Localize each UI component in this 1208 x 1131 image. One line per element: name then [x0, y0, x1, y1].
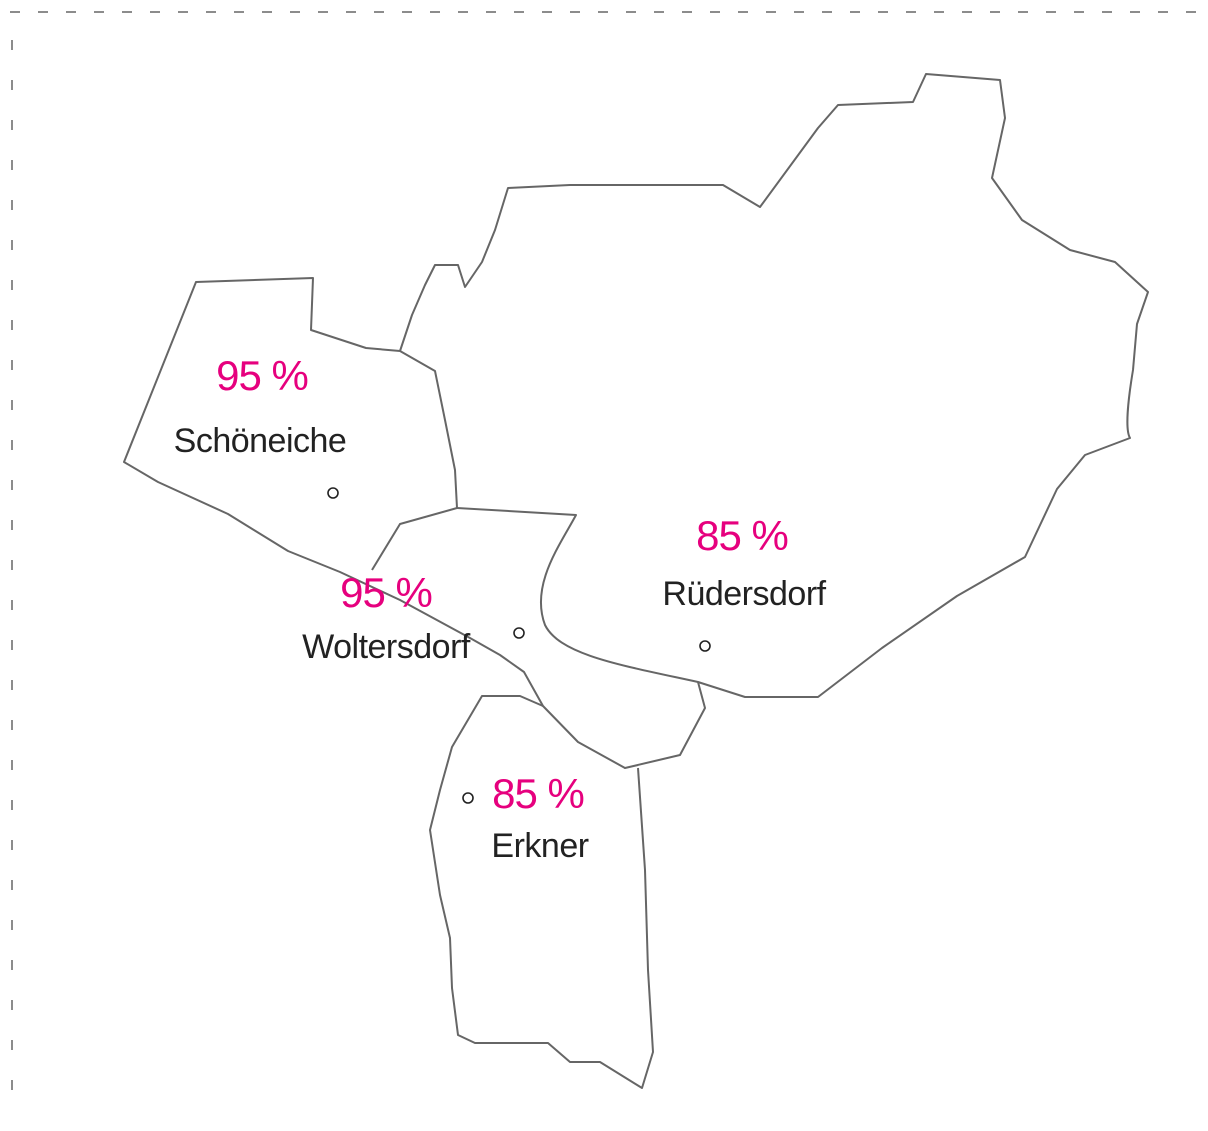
town-name: Schöneiche [174, 422, 347, 460]
border [399, 73, 1149, 698]
border [429, 695, 654, 1089]
town-name: Erkner [491, 827, 588, 865]
town-dot [462, 792, 474, 804]
town-dot [327, 487, 339, 499]
town-name: Rüdersdorf [662, 575, 826, 613]
border [123, 277, 626, 769]
percent-label: 95 % [216, 352, 308, 399]
town-name: Woltersdorf [302, 628, 471, 666]
percent-label: 85 % [696, 512, 788, 559]
percent-label: 85 % [492, 770, 584, 817]
town-dot [513, 627, 525, 639]
percent-label: 95 % [340, 569, 432, 616]
town-dot [699, 640, 711, 652]
border [624, 681, 706, 769]
border [371, 350, 458, 571]
